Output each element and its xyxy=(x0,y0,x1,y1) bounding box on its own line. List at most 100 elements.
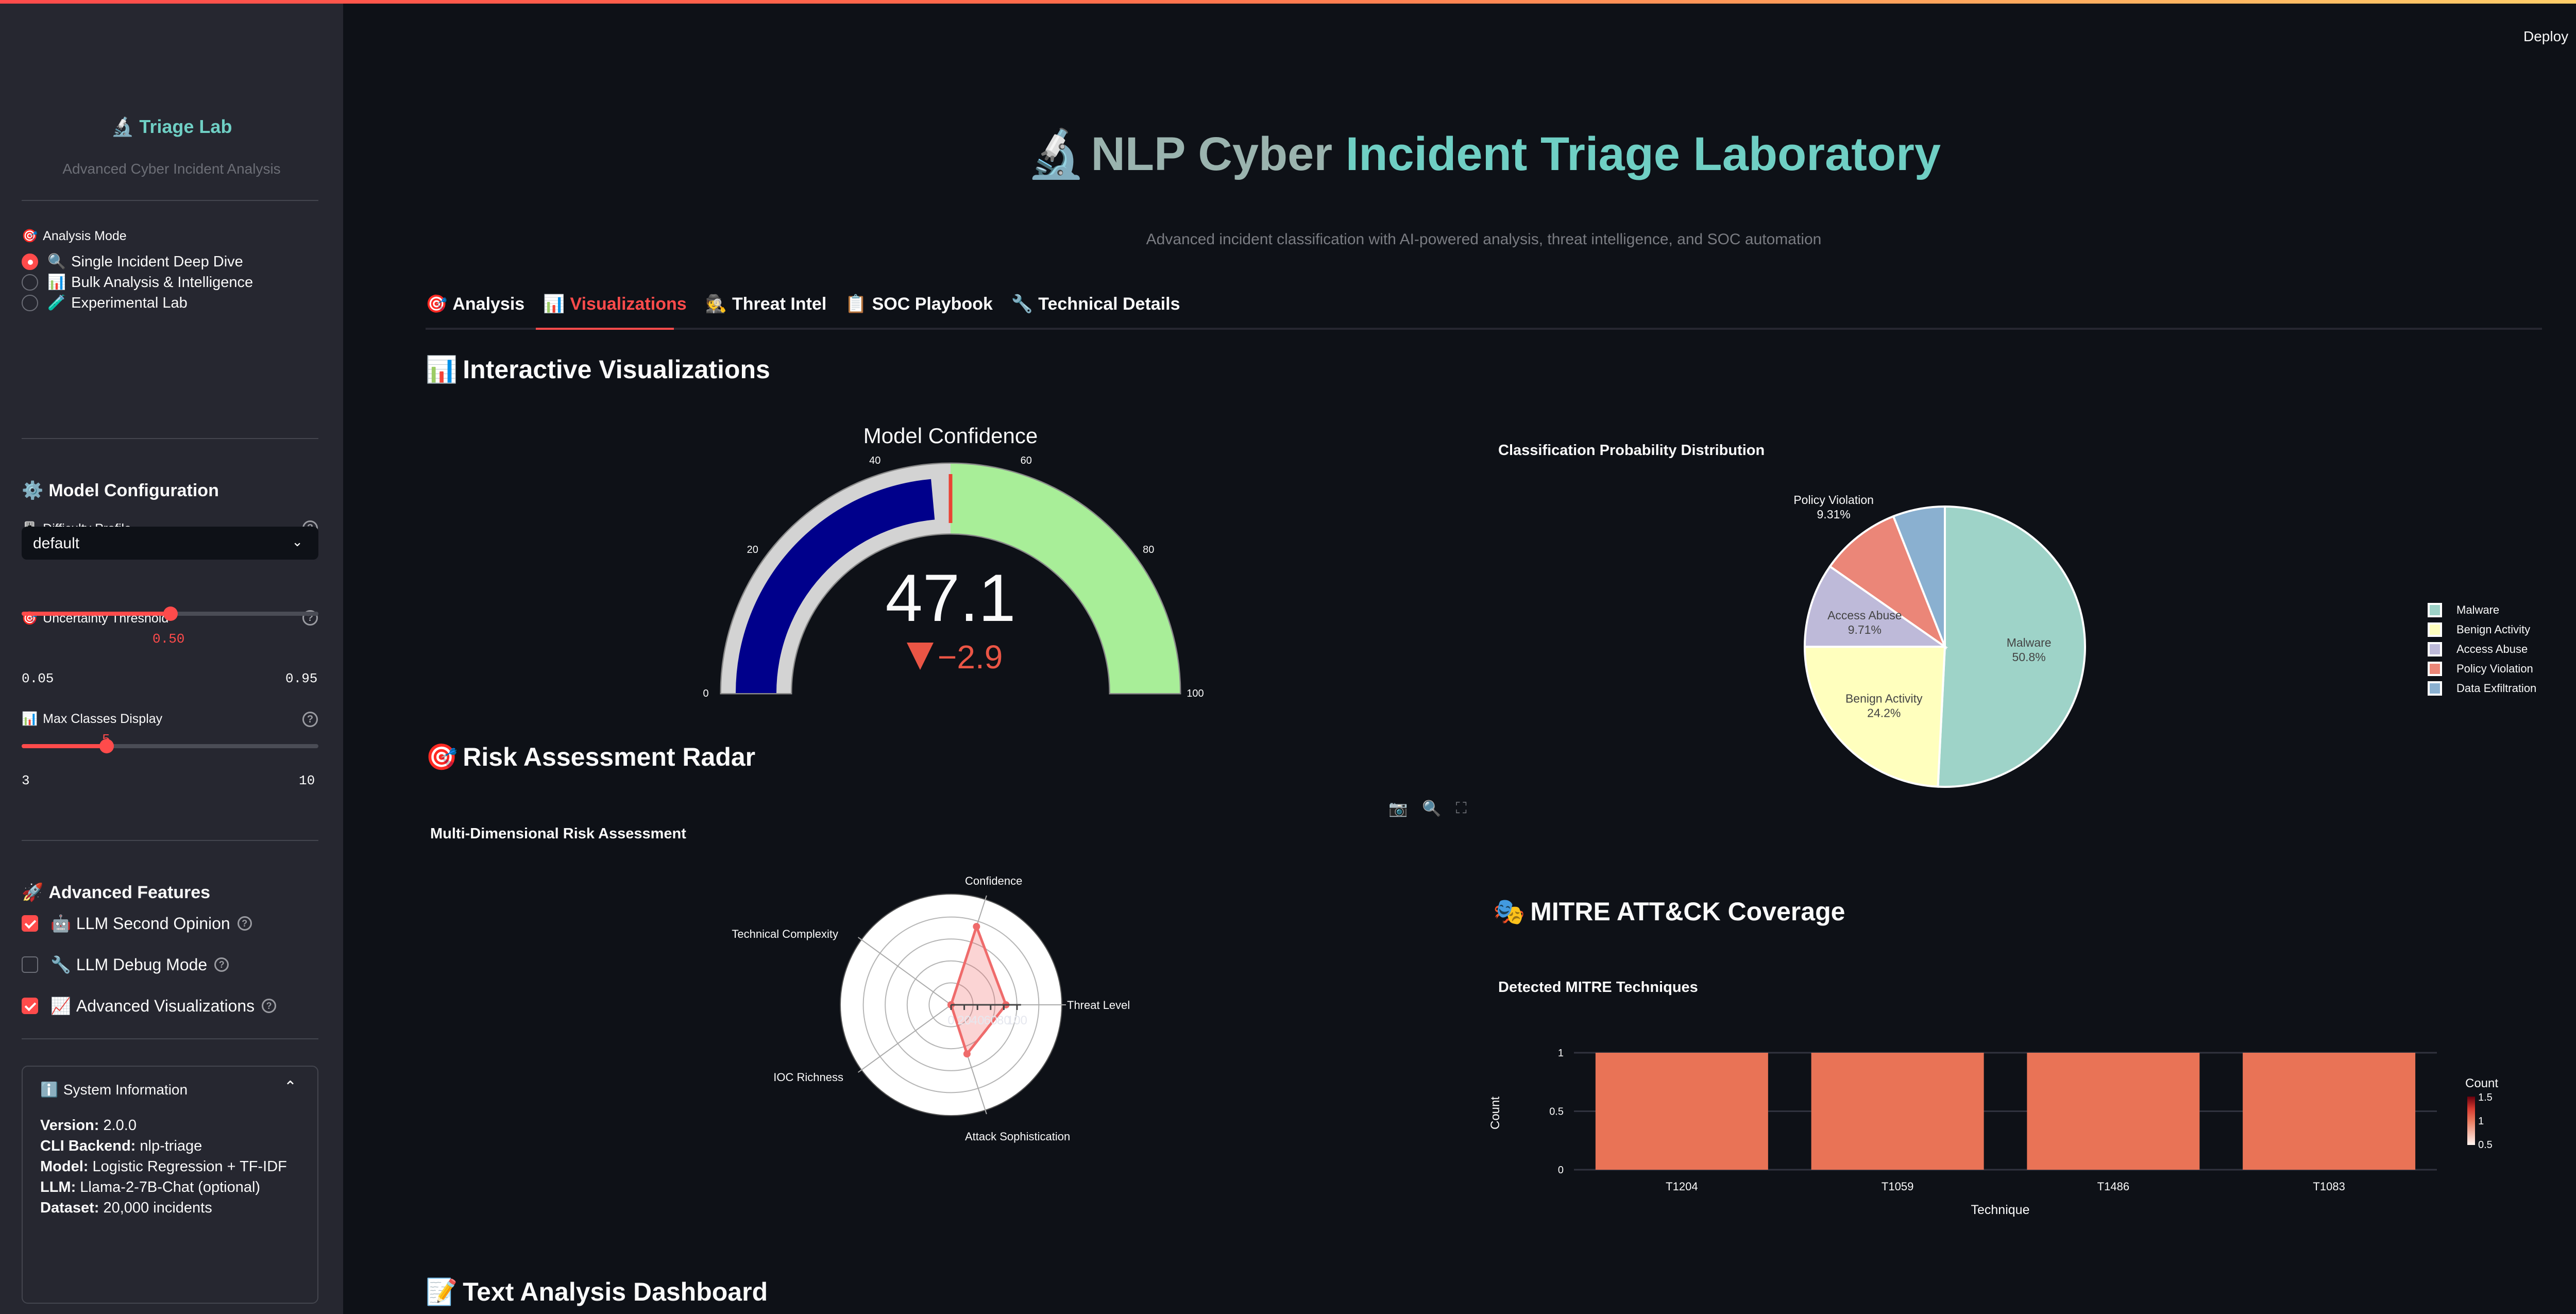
svg-text:T1486: T1486 xyxy=(2097,1180,2129,1193)
advanced-features-heading: 🚀 Advanced Features xyxy=(22,883,211,902)
rocket-icon: 🚀 xyxy=(22,883,44,902)
svg-text:0.5: 0.5 xyxy=(2478,1139,2493,1151)
difficulty-profile-select[interactable]: default ⌄ xyxy=(22,527,318,560)
info-icon: ℹ️ xyxy=(40,1082,58,1098)
mitre-chart-title: Detected MITRE Techniques xyxy=(1498,979,1698,996)
legend-item[interactable]: Data Exfiltration xyxy=(2428,679,2536,698)
svg-text:0: 0 xyxy=(947,1014,954,1027)
checkbox-llm-debug-mode[interactable]: 🔧 LLM Debug Mode ? xyxy=(22,954,229,975)
tab-soc-playbook[interactable]: 📋 SOC Playbook xyxy=(845,294,993,314)
uncertainty-threshold-slider[interactable] xyxy=(22,607,318,621)
legend-item[interactable]: Benign Activity xyxy=(2428,620,2536,639)
memo-icon: 📝 xyxy=(426,1277,458,1306)
tab-threat-intel[interactable]: 🕵️ Threat Intel xyxy=(705,294,827,314)
pie-legend: Malware Benign Activity Access Abuse Policy… xyxy=(2428,600,2536,698)
wrench-icon: 🔧 xyxy=(1011,294,1033,314)
svg-text:1.5: 1.5 xyxy=(2478,1092,2493,1103)
svg-text:60: 60 xyxy=(1021,455,1032,466)
tab-visualizations[interactable]: 📊 Visualizations xyxy=(543,294,687,314)
bar-chart-icon: 📊 xyxy=(22,712,38,726)
radio-unselected-icon[interactable] xyxy=(22,274,38,291)
checkbox-llm-second-opinion[interactable]: 🤖 LLM Second Opinion ? xyxy=(22,913,252,934)
svg-text:Access Abuse: Access Abuse xyxy=(1827,609,1902,622)
system-info-row: Version: 2.0.0 xyxy=(40,1117,137,1134)
bar-chart-icon: 📊 xyxy=(426,355,458,384)
chevron-down-icon: ⌄ xyxy=(292,534,303,549)
tab-analysis[interactable]: 🎯 Analysis xyxy=(426,294,525,314)
tab-technical-details[interactable]: 🔧 Technical Details xyxy=(1011,294,1180,314)
svg-text:1: 1 xyxy=(1558,1048,1564,1059)
system-info-toggle[interactable]: ℹ️ System Information xyxy=(40,1082,188,1098)
legend-swatch xyxy=(2428,662,2442,676)
chart-increasing-icon: 📈 xyxy=(50,997,71,1015)
svg-text:Attack Sophistication: Attack Sophistication xyxy=(965,1130,1070,1143)
chart-modebar: 📷 🔍 ⛶ xyxy=(1388,800,1467,818)
help-icon[interactable]: ? xyxy=(262,999,277,1013)
svg-text:9.71%: 9.71% xyxy=(1848,623,1882,636)
svg-text:80: 80 xyxy=(997,1014,1011,1027)
bar-chart-icon: 📊 xyxy=(47,274,66,291)
divider xyxy=(22,840,318,841)
sidebar: 🔬 Triage Lab Advanced Cyber Incident Anal… xyxy=(0,0,343,1314)
help-icon[interactable]: ? xyxy=(302,712,318,727)
svg-text:100: 100 xyxy=(1187,688,1204,699)
section-heading-risk-radar: 🎯 Risk Assessment Radar xyxy=(426,743,756,771)
checkbox-unchecked-icon[interactable] xyxy=(22,956,38,973)
radio-single-incident[interactable]: 🔍 Single Incident Deep Dive xyxy=(22,251,243,272)
top-decoration-bar xyxy=(0,0,2576,4)
zoom-icon[interactable]: 🔍 xyxy=(1422,800,1442,817)
legend-item[interactable]: Malware xyxy=(2428,600,2536,620)
legend-item[interactable]: Access Abuse xyxy=(2428,639,2536,659)
magnifier-icon: 🔍 xyxy=(47,254,66,270)
checkbox-advanced-visualizations[interactable]: 📈 Advanced Visualizations ? xyxy=(22,996,277,1016)
bar-chart-icon: 📊 xyxy=(543,294,565,314)
svg-text:50.8%: 50.8% xyxy=(2012,650,2046,664)
max-classes-label: 📊 Max Classes Display xyxy=(22,712,163,726)
svg-text:20: 20 xyxy=(957,1014,971,1027)
chevron-up-icon[interactable]: ⌃ xyxy=(283,1079,297,1096)
legend-swatch xyxy=(2428,642,2442,656)
wrench-icon: 🔧 xyxy=(50,955,71,974)
radio-unselected-icon[interactable] xyxy=(22,295,38,311)
fullscreen-icon[interactable]: ⛶ xyxy=(1455,800,1467,817)
legend-swatch xyxy=(2428,622,2442,637)
deploy-button[interactable]: Deploy xyxy=(2523,28,2569,44)
main-content xyxy=(343,0,2576,1314)
robot-icon: 🤖 xyxy=(50,914,71,933)
svg-text:Technical Complexity: Technical Complexity xyxy=(732,928,838,940)
radio-selected-icon[interactable] xyxy=(22,254,38,270)
slider-min-label: 3 xyxy=(22,773,30,788)
svg-text:60: 60 xyxy=(984,1014,997,1027)
section-heading-mitre: 🎭 MITRE ATT&CK Coverage xyxy=(1493,897,1845,926)
svg-text:Threat Level: Threat Level xyxy=(1067,999,1130,1012)
legend-swatch xyxy=(2428,603,2442,617)
camera-icon[interactable]: 📷 xyxy=(1388,800,1408,817)
svg-text:80: 80 xyxy=(1143,544,1154,555)
svg-text:Malware: Malware xyxy=(2007,636,2052,649)
svg-text:Technique: Technique xyxy=(1971,1203,2030,1217)
radio-experimental-lab[interactable]: 🧪 Experimental Lab xyxy=(22,293,188,313)
svg-text:1: 1 xyxy=(2478,1116,2484,1127)
radio-bulk-analysis[interactable]: 📊 Bulk Analysis & Intelligence xyxy=(22,272,253,293)
svg-text:T1083: T1083 xyxy=(2313,1180,2345,1193)
checkbox-checked-icon[interactable] xyxy=(22,915,38,932)
system-info-row: LLM: Llama-2-7B-Chat (optional) xyxy=(40,1179,261,1195)
delta-down-icon xyxy=(907,643,934,670)
slider-thumb[interactable] xyxy=(99,739,114,753)
help-icon[interactable]: ? xyxy=(237,916,252,931)
target-icon: 🎯 xyxy=(426,294,448,314)
slider-max-label: 10 xyxy=(299,773,315,788)
max-classes-slider[interactable] xyxy=(22,739,318,753)
uncertainty-threshold-value: 0.50 xyxy=(152,631,185,647)
slider-thumb[interactable] xyxy=(163,607,178,621)
gear-icon: ⚙️ xyxy=(22,481,44,500)
test-tube-icon: 🧪 xyxy=(47,295,66,311)
gauge-value: 47.1 xyxy=(885,560,1015,635)
pie-chart-title: Classification Probability Distribution xyxy=(1498,442,1765,459)
sidebar-brand-title: Triage Lab xyxy=(139,116,232,137)
help-icon[interactable]: ? xyxy=(214,957,229,972)
checkbox-checked-icon[interactable] xyxy=(22,998,38,1014)
slider-min-label: 0.05 xyxy=(22,671,54,686)
legend-item[interactable]: Policy Violation xyxy=(2428,659,2536,679)
